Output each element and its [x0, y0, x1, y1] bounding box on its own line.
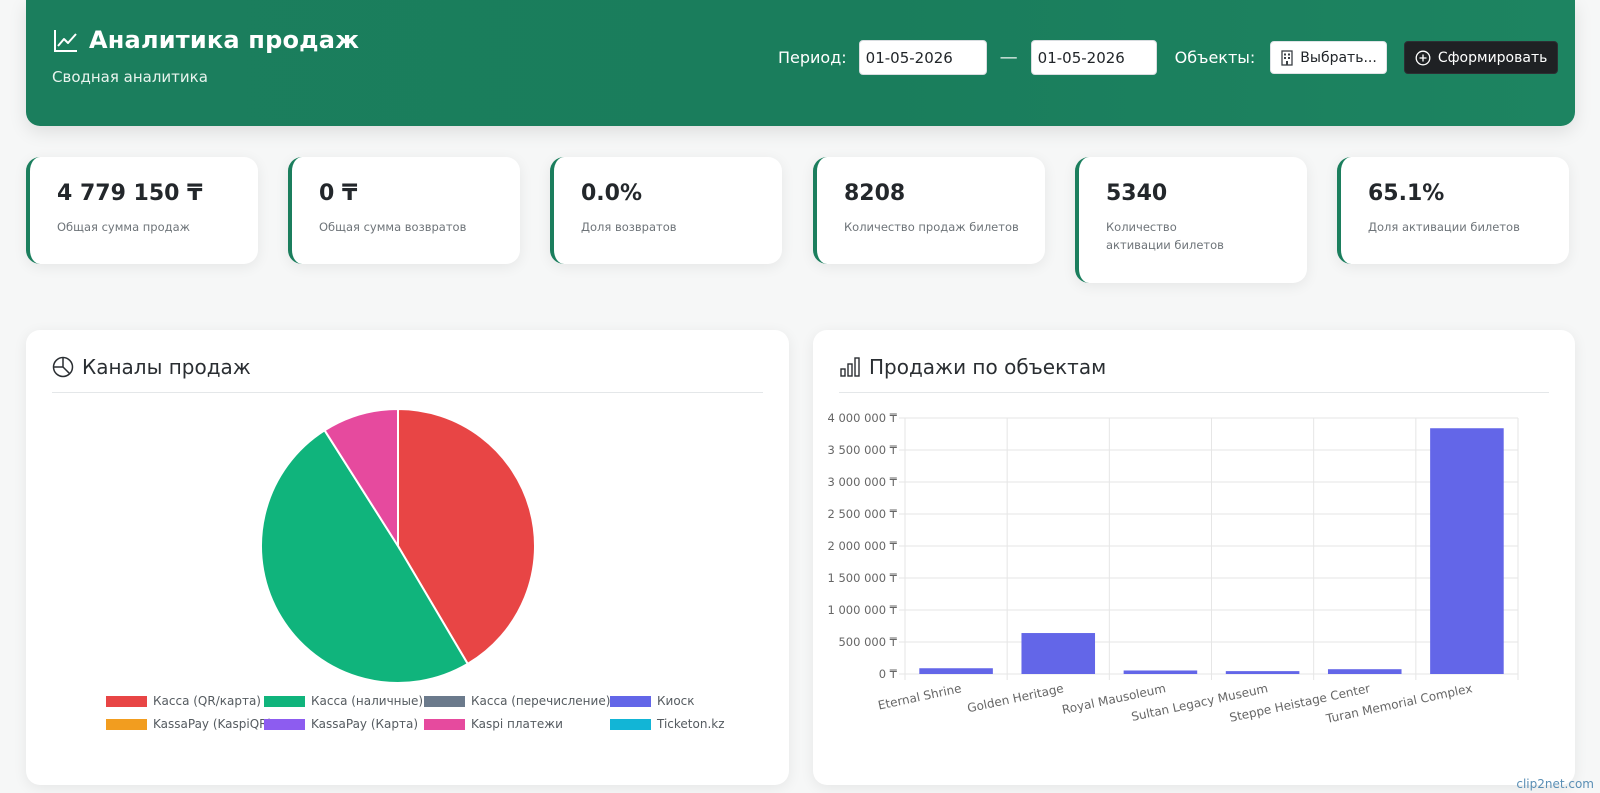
kpi-value: 0 ₸	[319, 181, 358, 206]
report-controls: Период: — Объекты: Выбрать... Сформирова…	[778, 40, 1559, 75]
panel-header: Продажи по объектам	[839, 355, 1106, 379]
pie-chart-icon	[52, 356, 74, 378]
pie-slice[interactable]	[323, 407, 399, 550]
panel-divider	[839, 392, 1549, 393]
date-to-input[interactable]	[1030, 40, 1157, 75]
kpi-label: Количество активации билетов	[1106, 220, 1224, 252]
bar[interactable]	[1430, 428, 1504, 674]
legend-swatch	[610, 718, 651, 730]
watermark: clip2net.com	[1516, 777, 1594, 791]
panel-header: Каналы продаж	[52, 355, 251, 379]
kpi-value: 4 779 150 ₸	[57, 181, 203, 206]
legend-swatch	[424, 695, 465, 707]
pie-slice[interactable]	[397, 407, 536, 666]
legend-item[interactable]: KassaPay (Карта)	[264, 717, 418, 731]
y-tick-label: 1 500 000 ₸	[828, 571, 898, 585]
y-tick-label: 2 000 000 ₸	[828, 539, 898, 553]
kpi-label: Доля активации билетов	[1368, 220, 1520, 234]
kpi-card-total-sales: 4 779 150 ₸ Общая сумма продаж	[26, 157, 258, 264]
plus-circle-icon	[1415, 50, 1431, 65]
objects-label: Объекты:	[1174, 48, 1256, 67]
panel-title: Каналы продаж	[82, 355, 251, 379]
y-tick-label: 2 500 000 ₸	[828, 507, 898, 521]
kpi-label: Количество продаж билетов	[844, 220, 1019, 234]
legend-label: KassaPay (Карта)	[311, 717, 419, 731]
y-tick-label: 3 500 000 ₸	[828, 443, 898, 457]
generate-report-label: Сформировать	[1437, 49, 1548, 66]
legend-item[interactable]: Касса (QR/карта)	[106, 694, 261, 708]
bar[interactable]	[1021, 633, 1096, 674]
legend-swatch	[106, 695, 147, 707]
page-subtitle: Сводная аналитика	[52, 68, 208, 86]
kpi-card-activation-share: 65.1% Доля активации билетов	[1337, 157, 1569, 264]
sales-channels-panel: Каналы продаж Касса (QR/карта) Касса (нал…	[26, 330, 789, 785]
date-from-input[interactable]	[858, 40, 987, 75]
kpi-label: Доля возвратов	[581, 220, 677, 234]
legend-swatch	[610, 695, 651, 707]
period-label: Период:	[778, 48, 847, 67]
sales-channels-pie-chart	[260, 407, 536, 684]
legend-label: Касса (перечисление)	[471, 694, 611, 708]
kpi-value: 0.0%	[581, 181, 643, 206]
legend-item[interactable]: KassaPay (KaspiQR)	[106, 717, 272, 731]
sales-by-object-bar-chart: 0 ₸ 500 000 ₸ 1 000 000 ₸ 1 500 000 ₸ 2 000 …	[828, 411, 1519, 726]
page-header: Аналитика продаж Сводная аналитика Перио…	[26, 0, 1575, 126]
bar[interactable]	[919, 668, 993, 674]
legend-swatch	[264, 718, 305, 730]
legend-item[interactable]: Ticketon.kz	[610, 717, 725, 731]
legend-label: KassaPay (KaspiQR)	[153, 717, 273, 731]
date-separator: —	[999, 47, 1018, 68]
line-chart-icon	[54, 29, 77, 52]
legend-label: Киоск	[657, 694, 695, 708]
legend-swatch	[424, 718, 465, 730]
legend-item[interactable]: Kaspi платежи	[424, 717, 563, 731]
title-row: Аналитика продаж	[52, 26, 359, 54]
legend-swatch	[264, 695, 305, 707]
bar[interactable]	[1327, 669, 1402, 674]
kpi-value: 65.1%	[1368, 181, 1445, 206]
x-tick-label: Eternal Shrine	[877, 681, 963, 712]
bar[interactable]	[1123, 670, 1198, 674]
kpi-card-total-refunds: 0 ₸ Общая сумма возвратов	[288, 157, 520, 264]
legend-swatch	[106, 718, 147, 730]
generate-report-button[interactable]: Сформировать	[1403, 41, 1559, 74]
bar-chart-icon	[840, 357, 860, 377]
page-title: Аналитика продаж	[89, 26, 360, 54]
kpi-card-tickets-sold: 8208 Количество продаж билетов	[813, 157, 1045, 264]
y-tick-label: 3 000 000 ₸	[828, 475, 898, 489]
legend-item[interactable]: Касса (перечисление)	[424, 694, 610, 708]
legend-label: Kaspi платежи	[471, 717, 563, 731]
kpi-label: Общая сумма возвратов	[319, 220, 467, 234]
kpi-label: Общая сумма продаж	[57, 220, 190, 234]
legend-label: Касса (наличные)	[311, 694, 424, 708]
legend-label: Касса (QR/карта)	[153, 694, 261, 708]
kpi-value: 5340	[1106, 181, 1168, 206]
kpi-value: 8208	[844, 181, 906, 206]
x-tick-label: Golden Heritage	[966, 681, 1065, 715]
y-tick-label: 1 000 000 ₸	[828, 603, 898, 617]
building-icon	[1281, 49, 1293, 66]
select-objects-button[interactable]: Выбрать...	[1270, 41, 1387, 74]
y-tick-label: 500 000 ₸	[838, 635, 897, 649]
legend-item[interactable]: Киоск	[610, 694, 695, 708]
legend-label: Ticketon.kz	[657, 717, 725, 731]
select-objects-label: Выбрать...	[1300, 49, 1377, 66]
y-tick-label: 0 ₸	[879, 667, 898, 681]
y-tick-label: 4 000 000 ₸	[828, 411, 898, 425]
panel-divider	[52, 392, 763, 393]
panel-title: Продажи по объектам	[869, 355, 1107, 379]
kpi-card-tickets-activated: 5340 Количество активации билетов	[1075, 157, 1307, 283]
bar[interactable]	[1225, 671, 1300, 674]
legend-item[interactable]: Касса (наличные)	[264, 694, 423, 708]
pie-slice[interactable]	[260, 428, 470, 684]
sales-by-object-panel: Продажи по объектам 0 ₸ 500 000 ₸ 1 000 00…	[813, 330, 1575, 785]
kpi-card-refund-share: 0.0% Доля возвратов	[550, 157, 782, 264]
